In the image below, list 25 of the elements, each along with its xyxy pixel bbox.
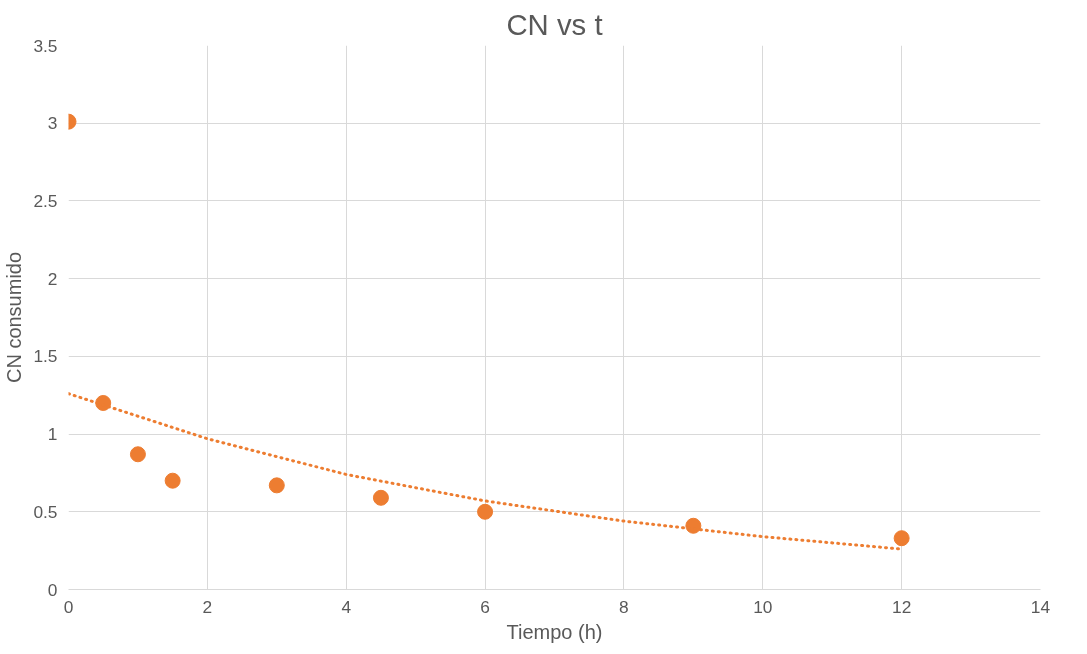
y-tick-label: 3.5 — [33, 35, 58, 56]
x-tick-label: 10 — [753, 596, 773, 617]
x-tick-label: 2 — [202, 596, 213, 617]
x-tick-label: 6 — [480, 596, 490, 617]
y-axis-title: CN consumido — [3, 251, 26, 384]
x-axis-title: Tiempo (h) — [506, 620, 603, 643]
y-tick-label: 2 — [47, 268, 58, 289]
point — [893, 530, 910, 547]
chart-title: CN vs t — [506, 7, 603, 41]
point — [164, 472, 181, 489]
x-tick-label: 14 — [1030, 596, 1051, 617]
x-tick-label: 0 — [63, 596, 74, 617]
y-tick-label: 1 — [47, 424, 58, 445]
y-tick-label: 3 — [47, 113, 58, 134]
y-tick-label: 1.5 — [33, 346, 58, 367]
y-tick-label: 2.5 — [33, 190, 58, 211]
point — [477, 503, 494, 520]
point — [129, 446, 146, 463]
point — [268, 477, 285, 494]
y-tick-label: 0.5 — [33, 501, 58, 522]
y-tick-label: 0 — [47, 579, 58, 600]
x-tick-label: 12 — [892, 596, 912, 617]
x-tick-label: 8 — [619, 596, 629, 617]
point — [372, 489, 389, 506]
x-tick-label: 4 — [341, 596, 352, 617]
